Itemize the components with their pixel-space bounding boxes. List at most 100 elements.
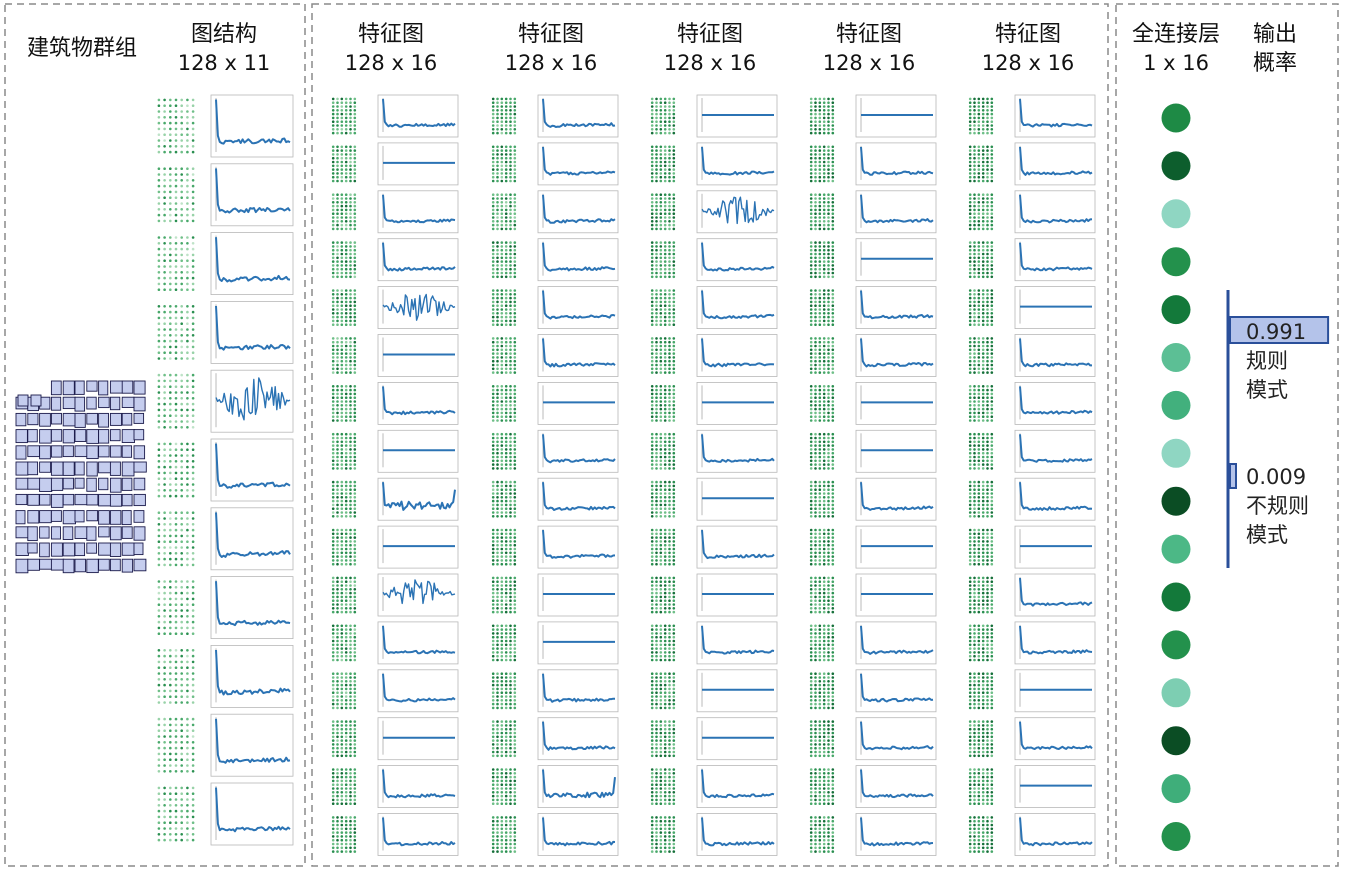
grid-dot [659,503,663,507]
grid-dot [157,678,161,681]
grid-dot [349,201,352,204]
grid-dot [513,112,517,116]
grid-dot [349,404,352,407]
grid-dot [169,345,172,349]
building [74,429,87,442]
grid-dot [331,492,335,495]
grid-dot [822,296,826,300]
grid-dot [655,654,658,658]
grid-dot [340,835,344,838]
grid-dot [491,842,495,846]
grid-dot [340,289,344,292]
grid-dot [659,735,663,739]
grid-dot [504,419,508,422]
grid-dot [513,658,517,662]
feature-node-grid [331,289,357,327]
building [133,542,144,556]
grid-dot [496,396,499,400]
grid-dot [174,247,178,251]
grid-dot [340,588,344,591]
grid-dot [344,643,348,647]
grid-dot [504,647,508,650]
grid-dot [650,576,654,580]
grid-dot [157,534,161,538]
grid-dot [814,658,817,662]
grid-dot [186,408,189,412]
grid-dot [163,121,166,125]
grid-dot [809,293,813,296]
plot-curve [542,338,616,368]
grid-dot [663,643,667,647]
feature-node-grid [650,385,676,422]
grid-dot [186,259,189,263]
grid-dot [491,835,495,838]
grid-dot [822,746,826,750]
grid-dot [344,480,348,484]
grid-dot [496,591,499,595]
grid-dot [174,821,178,824]
grid-dot [668,120,671,123]
grid-dot [496,463,499,466]
grid-dot [191,420,195,423]
building [62,380,75,396]
grid-dot [655,798,658,802]
grid-dot [496,540,499,543]
feature-curve-plot [855,669,937,713]
grid-dot [822,451,826,455]
grid-dot [655,352,658,355]
grid-dot [831,212,835,215]
grid-dot [831,706,835,710]
plot-curve [860,194,934,224]
grid-dot [659,363,663,367]
grid-dot [655,444,658,447]
grid-dot [340,367,344,371]
grid-dot [668,312,671,315]
building [15,542,29,556]
grid-dot [336,639,339,643]
grid-dot [668,632,671,635]
grid-dot [191,442,195,446]
grid-dot [659,208,663,212]
grid-dot [174,253,178,257]
grid-dot [672,131,676,135]
grid-dot [496,507,499,511]
grid-dot [340,672,344,675]
grid-dot [655,323,658,327]
grid-dot [186,534,189,538]
grid-dot [336,208,339,212]
grid-dot [186,110,189,113]
grid-dot [809,551,813,555]
grid-dot [169,219,172,223]
grid-dot [349,802,352,805]
grid-dot [500,388,504,392]
grid-dot [827,488,830,492]
grid-dot [491,323,495,327]
grid-dot [163,741,166,744]
grid-dot [659,396,663,400]
grid-dot [496,783,499,786]
grid-dot [659,779,663,783]
grid-dot [509,735,512,739]
grid-dot [818,540,822,543]
grid-dot [496,245,499,248]
grid-dot [331,436,335,440]
grid-dot [491,275,495,279]
grid-dot [513,507,517,511]
grid-dot [513,128,517,131]
grid-dot [650,547,654,551]
grid-dot [827,293,830,296]
grid-dot [504,683,508,687]
grid-dot [191,672,195,675]
grid-dot [509,440,512,444]
grid-dot [157,310,161,314]
grid-dot [344,400,348,403]
grid-dot [496,850,499,853]
grid-dot [344,315,348,319]
grid-dot [818,455,822,459]
grid-dot [331,201,335,204]
grid-dot [353,396,357,400]
grid-dot [336,584,339,587]
grid-dot [191,483,195,486]
grid-dot [831,647,835,650]
grid-dot [513,651,517,654]
